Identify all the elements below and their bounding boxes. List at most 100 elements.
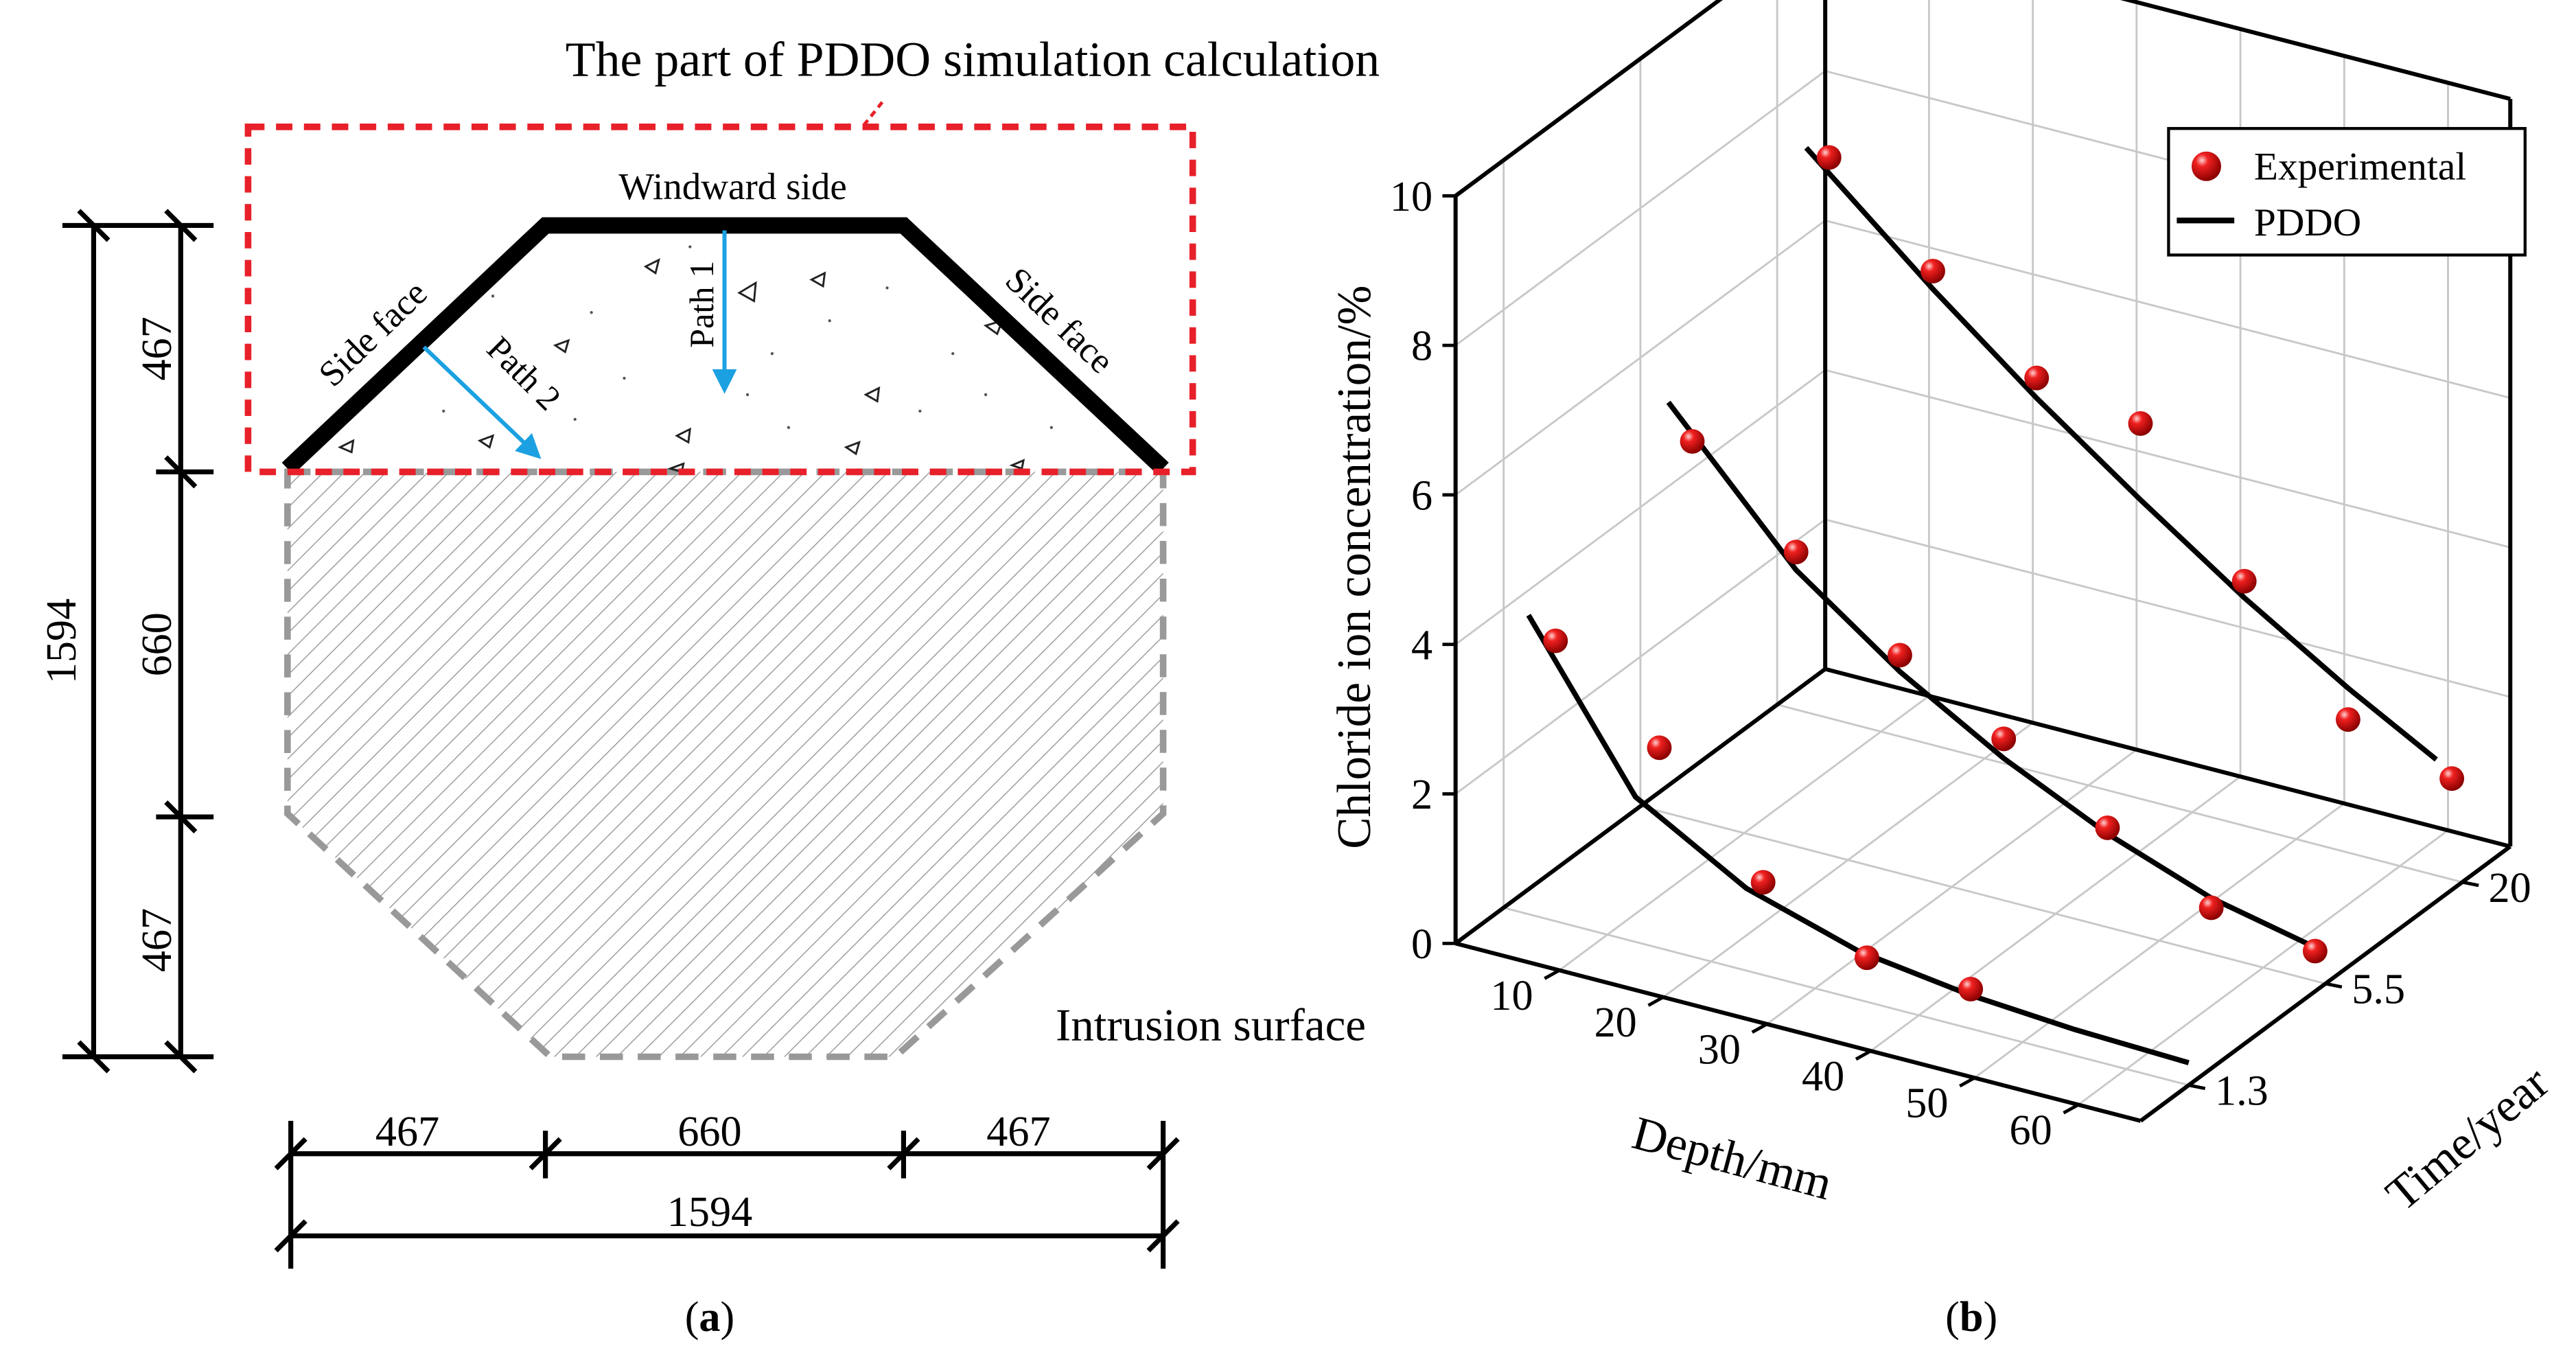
title-leader-line xyxy=(861,101,884,128)
pddo-curve-20 xyxy=(1804,146,2438,762)
x-tick-label: 30 xyxy=(1698,1026,1741,1073)
y-tick-mark xyxy=(2188,1083,2206,1091)
hatched-section xyxy=(284,468,1167,1061)
x-axis-label: Depth/mm xyxy=(1627,1107,1837,1210)
x-tick-mark xyxy=(2063,1103,2080,1115)
box-edge xyxy=(1824,667,2511,849)
caption-b: (b) xyxy=(1945,1294,1997,1341)
path2-label: Path 2 xyxy=(480,329,568,417)
dim-left-total: 1594 xyxy=(38,599,85,684)
caption-a-open: ( xyxy=(685,1294,699,1341)
z-tick-label: 6 xyxy=(1411,472,1432,519)
floor-grid-line xyxy=(1503,907,2190,1087)
z-tick-label: 0 xyxy=(1411,921,1432,968)
x-tick-mark xyxy=(1959,1076,1975,1088)
experimental-point xyxy=(1543,628,1568,653)
experimental-point xyxy=(2198,895,2224,921)
experimental-points xyxy=(1543,145,2465,1002)
x-tick-label: 20 xyxy=(1594,999,1637,1046)
z-tick-label: 2 xyxy=(1411,772,1432,818)
floor-grid-line xyxy=(1776,704,2463,883)
experimental-point xyxy=(2024,365,2050,391)
caption-a: (a) xyxy=(685,1294,735,1341)
dim-bottom-middle: 660 xyxy=(677,1109,741,1155)
x-tick-label: 10 xyxy=(1490,973,1533,1019)
z-tick-label: 8 xyxy=(1411,323,1432,370)
legend: Experimental PDDO xyxy=(2167,127,2527,257)
x-tick-mark xyxy=(1855,1049,1872,1061)
caption-a-close: ) xyxy=(721,1294,735,1341)
pddo-curves xyxy=(1526,146,2438,1065)
dim-bottom-total: 1594 xyxy=(667,1189,752,1236)
windward-side-label: Windward side xyxy=(618,165,847,207)
aggregate-triangles-icon xyxy=(338,257,1025,474)
bottom-dimension-lines xyxy=(274,1120,1180,1269)
experimental-point xyxy=(1783,540,1809,565)
caption-b-letter: b xyxy=(1960,1294,1984,1341)
path1-label: Path 1 xyxy=(682,261,721,348)
dim-left-middle: 660 xyxy=(134,612,181,676)
back-wall-grid-line xyxy=(1824,219,2511,400)
experimental-point xyxy=(1854,945,1879,971)
panel-b-3d-chart: 0 2 4 6 8 10 10 20 30 40 50 60 1.3 5.5 20 Chloride ion… xyxy=(1328,0,2559,1341)
experimental-point xyxy=(1958,976,1984,1002)
left-dimension-lines xyxy=(62,209,214,1074)
y-tick-mark xyxy=(2325,982,2343,989)
z-tick-label: 10 xyxy=(1390,174,1432,220)
pddo-curve-5.5 xyxy=(1666,400,2317,950)
experimental-point xyxy=(1680,429,1705,454)
simulation-region-box xyxy=(244,124,1196,476)
experimental-point xyxy=(2302,938,2328,964)
z-tick-label: 4 xyxy=(1411,622,1432,669)
x-tick-mark xyxy=(1544,969,1561,980)
y-tick-mark xyxy=(2461,880,2479,888)
experimental-point xyxy=(1647,735,1672,761)
pddo-curve-1.3 xyxy=(1526,614,2190,1065)
y-tick-label: 1.3 xyxy=(2215,1068,2268,1115)
caption-b-open: ( xyxy=(1945,1294,1960,1341)
experimental-point xyxy=(2128,411,2153,436)
left-wall-grid-line xyxy=(1454,70,1826,347)
z-axis-label: Chloride ion concentration/% xyxy=(1328,286,1381,849)
x-axis-line xyxy=(1454,941,2142,1123)
dim-left-bottom: 467 xyxy=(134,908,181,972)
experimental-point xyxy=(1750,870,1776,895)
legend-marker-experimental-icon xyxy=(2191,151,2222,181)
floor-grid-line xyxy=(1640,805,2326,985)
windward-outline xyxy=(281,217,1169,475)
experimental-point xyxy=(1991,726,2017,752)
experimental-point xyxy=(2335,707,2360,732)
legend-label-experimental: Experimental xyxy=(2254,145,2466,188)
y-tick-label: 5.5 xyxy=(2352,966,2405,1013)
box-edge xyxy=(1454,0,1724,198)
left-wall-grid-line xyxy=(1454,369,1826,645)
x-tick-label: 50 xyxy=(1905,1080,1948,1127)
back-wall-grid-line xyxy=(1824,518,2511,698)
box-edge xyxy=(2120,0,2511,102)
dim-left-top: 467 xyxy=(134,316,181,380)
legend-box xyxy=(2167,127,2527,257)
experimental-point xyxy=(1921,258,1945,283)
y-tick-label: 20 xyxy=(2489,865,2531,912)
y-axis-label: Time/year xyxy=(2376,1056,2559,1221)
concrete-dots xyxy=(442,245,1053,429)
caption-a-letter: a xyxy=(699,1294,720,1341)
side-face-left-label: Side face xyxy=(311,273,434,395)
dim-bottom-left: 467 xyxy=(375,1109,439,1155)
experimental-point xyxy=(2439,766,2465,791)
path2-arrow-icon xyxy=(422,345,542,459)
experimental-point xyxy=(2095,815,2120,840)
dim-bottom-right: 467 xyxy=(986,1109,1050,1155)
panel-a-schematic: The part of PDDO simulation calculation … xyxy=(38,32,1380,1341)
x-tick-label: 60 xyxy=(2009,1107,2052,1154)
caption-b-close: ) xyxy=(1983,1294,1997,1341)
box-edge xyxy=(1454,667,1826,945)
experimental-point xyxy=(2231,568,2257,594)
x-tick-mark xyxy=(1647,995,1664,1007)
chart-axes xyxy=(1442,0,2513,1123)
back-wall-grid-line xyxy=(2124,0,2511,100)
left-wall-grid-line xyxy=(1454,518,1826,795)
simulation-part-title: The part of PDDO simulation calculation xyxy=(566,32,1380,87)
x-tick-mark xyxy=(1751,1022,1768,1034)
